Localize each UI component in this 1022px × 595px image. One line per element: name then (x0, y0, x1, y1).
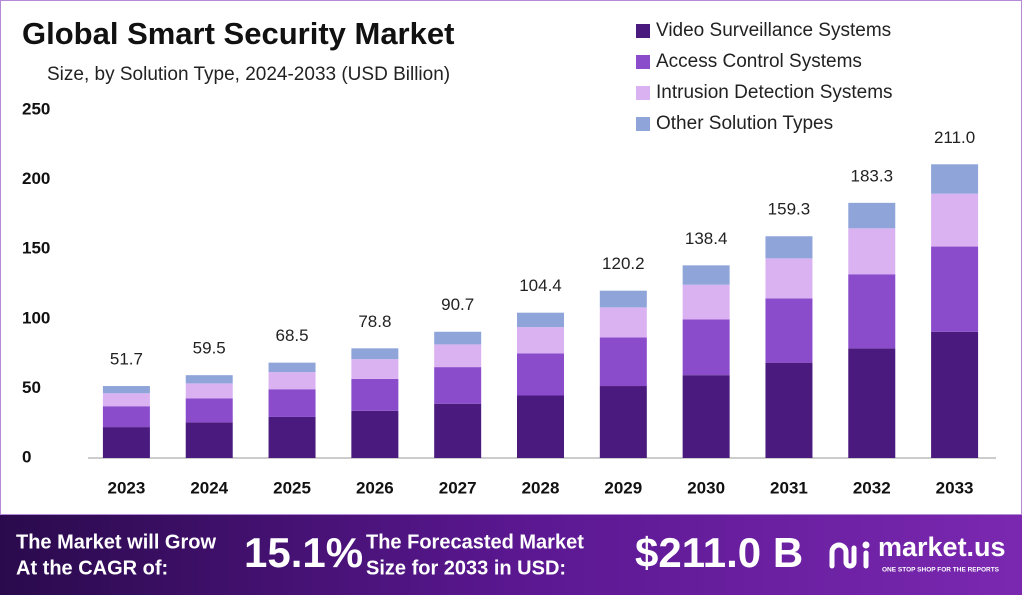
bar-segment (102, 393, 150, 407)
y-tick-label: 100 (22, 308, 50, 327)
plot: 0 50 100 150 200 250 2023 51.7 2024 59.5 2025 68.5 2… (22, 99, 979, 497)
bar-segment (682, 284, 730, 320)
brand-logo (829, 541, 870, 569)
total-label: 68.5 (275, 326, 308, 345)
bar-segment (102, 406, 150, 428)
x-tick-label: 2032 (853, 478, 891, 497)
footer-banner (0, 515, 1022, 595)
x-tick-label: 2026 (356, 478, 394, 497)
bar-segment (434, 403, 482, 458)
total-label: 78.8 (358, 312, 391, 331)
bar-segment (931, 193, 979, 247)
bar-segment (765, 298, 813, 363)
y-tick-label: 50 (22, 378, 41, 397)
cagr-text: The Market will Grow (16, 531, 216, 553)
forecast-value: $211.0 B (635, 529, 803, 576)
bar-segment (434, 331, 482, 345)
bar-segment (351, 359, 399, 379)
forecast-text: Size for 2033 in USD: (366, 557, 566, 579)
bar-segment (102, 427, 150, 458)
bar-segment (682, 265, 730, 285)
chart-subtitle: Size, by Solution Type, 2024-2033 (USD B… (47, 64, 450, 85)
y-tick-label: 0 (22, 447, 31, 466)
bar-segment (848, 348, 896, 458)
bar-segment (434, 367, 482, 404)
total-label: 90.7 (441, 295, 474, 314)
y-tick-label: 150 (22, 239, 50, 258)
bar-segment (351, 378, 399, 411)
bar-segment (185, 398, 233, 423)
bar-segment (599, 290, 647, 308)
total-label: 120.2 (602, 254, 645, 273)
cagr-text: At the CAGR of: (16, 557, 168, 579)
bar-segment (268, 389, 316, 417)
bar-segment (185, 422, 233, 458)
brand: market.us (878, 532, 1006, 562)
bar-segment (765, 258, 813, 299)
total-label: 138.4 (685, 229, 728, 248)
bar-segment (517, 395, 564, 458)
bar-segment (599, 386, 647, 458)
total-label: 104.4 (519, 276, 562, 295)
bar-segment (682, 319, 730, 376)
legend-label: Intrusion Detection Systems (656, 82, 893, 103)
x-tick-label: 2033 (936, 478, 974, 497)
x-tick-label: 2023 (107, 478, 145, 497)
x-tick-label: 2029 (604, 478, 642, 497)
bar-segment (517, 327, 564, 354)
bar-segment (765, 362, 813, 458)
bar-segment (931, 246, 979, 332)
bar-segment (599, 337, 647, 387)
legend-label: Access Control Systems (656, 51, 862, 72)
bar-segment (268, 362, 316, 373)
legend-label: Other Solution Types (656, 113, 833, 134)
bar-segment (351, 348, 399, 360)
cagr-value: 15.1% (244, 529, 363, 576)
x-tick-label: 2024 (190, 478, 228, 497)
legend-label: Video Surveillance Systems (656, 20, 891, 41)
total-label: 159.3 (768, 200, 811, 219)
bar-segment (185, 375, 233, 384)
x-tick-label: 2030 (687, 478, 725, 497)
legend-swatch (636, 117, 650, 131)
bar-segment (268, 416, 316, 458)
x-tick-label: 2031 (770, 478, 808, 497)
bar-segment (765, 236, 813, 259)
bar-segment (517, 353, 564, 396)
x-tick-label: 2025 (273, 478, 311, 497)
x-tick-label: 2027 (439, 478, 477, 497)
bar-segment (848, 202, 896, 229)
total-label: 51.7 (110, 350, 143, 369)
total-label: 59.5 (193, 339, 226, 358)
bar-segment (931, 331, 979, 458)
x-tick-label: 2028 (522, 478, 560, 497)
brand-tagline: ONE STOP SHOP FOR THE REPORTS (882, 567, 1000, 574)
bar-segment (931, 164, 979, 194)
forecast-text: The Forecasted Market (366, 531, 584, 553)
total-label: 183.3 (850, 166, 893, 185)
legend-swatch (636, 55, 650, 69)
bar-segment (517, 312, 564, 328)
y-tick-label: 200 (22, 169, 50, 188)
bar-segment (351, 410, 399, 458)
chart-title: Global Smart Security Market (22, 16, 454, 51)
bar-segment (185, 383, 233, 399)
legend-swatch (636, 24, 650, 38)
legend-swatch (636, 86, 650, 100)
bar-segment (848, 228, 896, 275)
total-label: 211.0 (934, 128, 975, 147)
legend: Video Surveillance Systems Access Control… (636, 20, 893, 134)
bar-segment (599, 307, 647, 338)
bar-segment (268, 372, 316, 390)
bar-segment (848, 274, 896, 349)
bar-segment (102, 386, 150, 394)
bar-segment (682, 375, 730, 458)
y-tick-label: 250 (22, 99, 50, 118)
bar-segment (434, 344, 482, 368)
